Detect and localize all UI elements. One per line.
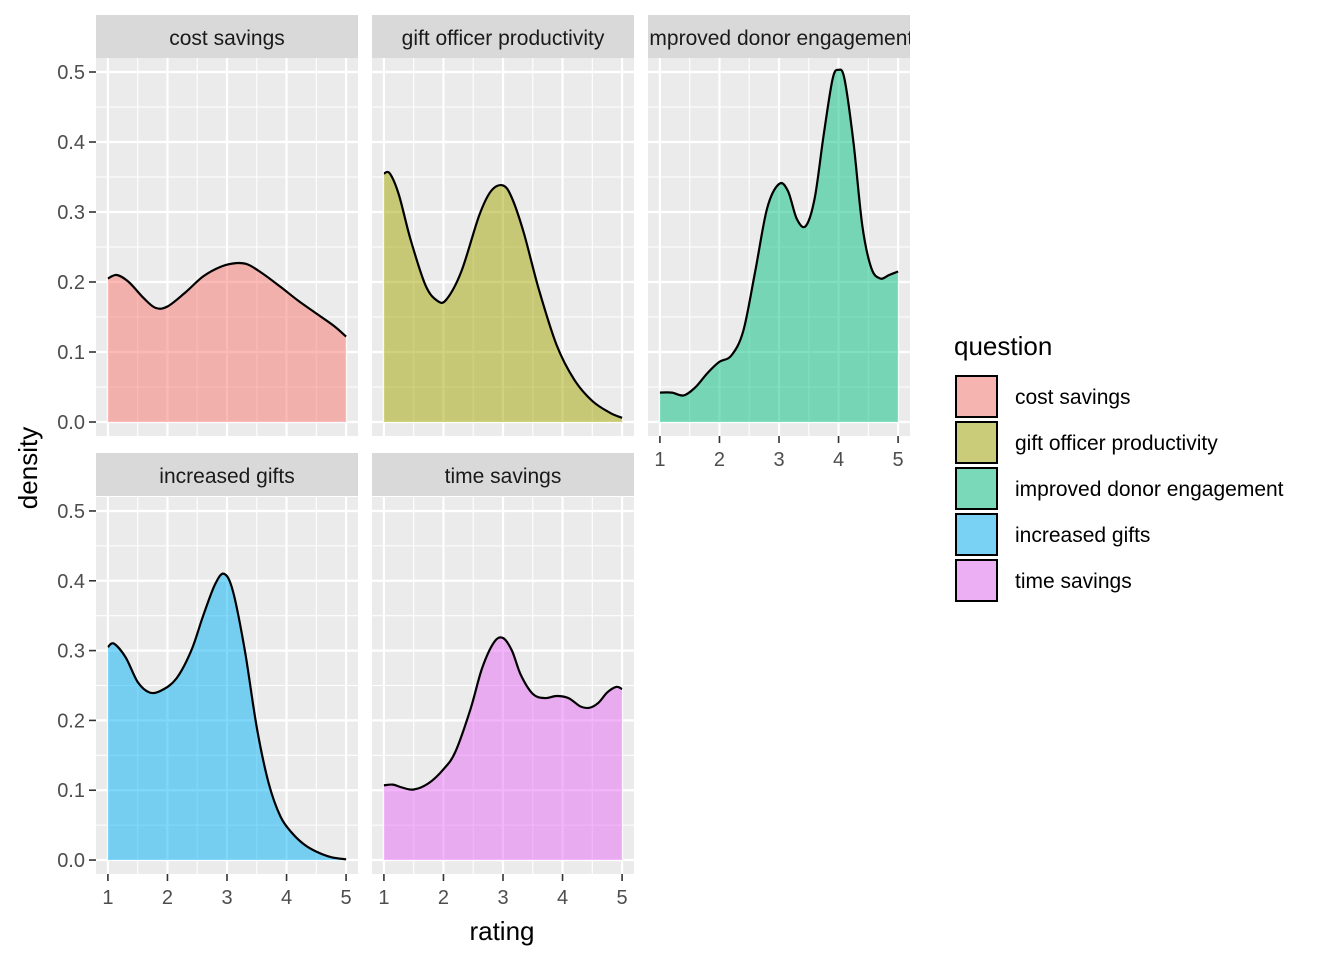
y-tick-label: 0.0 [57,850,85,872]
legend-label: increased gifts [1015,524,1150,547]
x-tick-label: 3 [497,887,508,909]
x-tick-label: 3 [773,449,784,471]
y-tick-label: 0.2 [57,272,85,294]
density-area-increased-gifts [107,573,347,861]
facet-panels: cost savings gift officer productivity imp… [96,15,914,874]
density-line-increased-gifts [107,572,347,861]
legend-swatch [955,467,998,510]
strip-background [372,453,634,496]
x-tick-label: 5 [617,887,628,909]
y-axis-title: density [13,427,43,509]
legend-label: gift officer productivity [1015,432,1218,455]
strip-label: improved donor engagement [645,27,914,50]
y-tick-label: 0.0 [57,412,85,434]
strip-background [648,15,910,58]
panel-gift-officer-productivity: gift officer productivity [372,15,634,436]
y-tick-label: 0.3 [57,641,85,663]
x-tick-label: 1 [378,887,389,909]
legend-label: time savings [1015,570,1132,593]
legend: question cost savings gift officer produc… [954,331,1284,602]
legend-label: cost savings [1015,386,1131,409]
panel-cost-savings: cost savings [96,15,358,436]
y-tick-label: 0.1 [57,780,85,802]
legend-swatch [955,421,998,464]
y-tick-label: 0.3 [57,202,85,224]
density-area-time-savings [383,637,623,861]
density-line-time-savings [383,636,623,791]
strip-background [96,15,358,58]
x-tick-label: 4 [557,887,568,909]
x-tick-label: 1 [654,449,665,471]
strip-background [372,15,634,58]
x-tick-label: 5 [341,887,352,909]
density-area-cost-savings [107,262,347,422]
strip-label: cost savings [169,27,285,50]
x-tick-label: 4 [281,887,292,909]
strip-label: increased gifts [159,465,294,488]
legend-swatch [955,375,998,418]
legend-item-gift-officer-productivity: gift officer productivity [955,421,1218,464]
legend-label: improved donor engagement [1015,478,1284,501]
density-line-cost-savings [107,261,347,338]
x-axis-title: rating [469,916,534,946]
x-tick-label: 5 [893,449,904,471]
legend-items: cost savings gift officer productivity imp… [955,375,1284,602]
panel-increased-gifts: increased gifts [96,453,358,874]
legend-title: question [954,331,1052,361]
strip-background [96,453,358,496]
density-line-improved-donor-engagement [659,68,899,397]
x-tick-label: 2 [438,887,449,909]
x-tick-label: 4 [833,449,844,471]
legend-item-increased-gifts: increased gifts [955,513,1150,556]
y-tick-label: 0.4 [57,571,85,593]
x-tick-label: 1 [102,887,113,909]
strip-label: time savings [445,465,562,488]
x-tick-label: 2 [162,887,173,909]
y-tick-label: 0.5 [57,62,85,84]
axes: 0.0 0.1 0.2 0.3 0.4 0.5 1 2 3 4 5 0.0 0.1 0.2 0.3 0.4 0.… [57,62,903,909]
y-tick-label: 0.4 [57,132,85,154]
y-tick-label: 0.2 [57,710,85,732]
legend-item-cost-savings: cost savings [955,375,1131,418]
density-line-gift-officer-productivity [383,170,623,419]
y-tick-label: 0.5 [57,501,85,523]
density-area-improved-donor-engagement [659,69,899,422]
legend-item-time-savings: time savings [955,559,1132,602]
legend-swatch [955,513,998,556]
legend-swatch [955,559,998,602]
x-tick-label: 3 [221,887,232,909]
y-tick-label: 0.1 [57,342,85,364]
panel-time-savings: time savings [372,453,634,874]
panel-improved-donor-engagement: improved donor engagement [645,15,914,436]
strip-label: gift officer productivity [402,27,605,50]
x-tick-label: 2 [714,449,725,471]
legend-item-improved-donor-engagement: improved donor engagement [955,467,1284,510]
